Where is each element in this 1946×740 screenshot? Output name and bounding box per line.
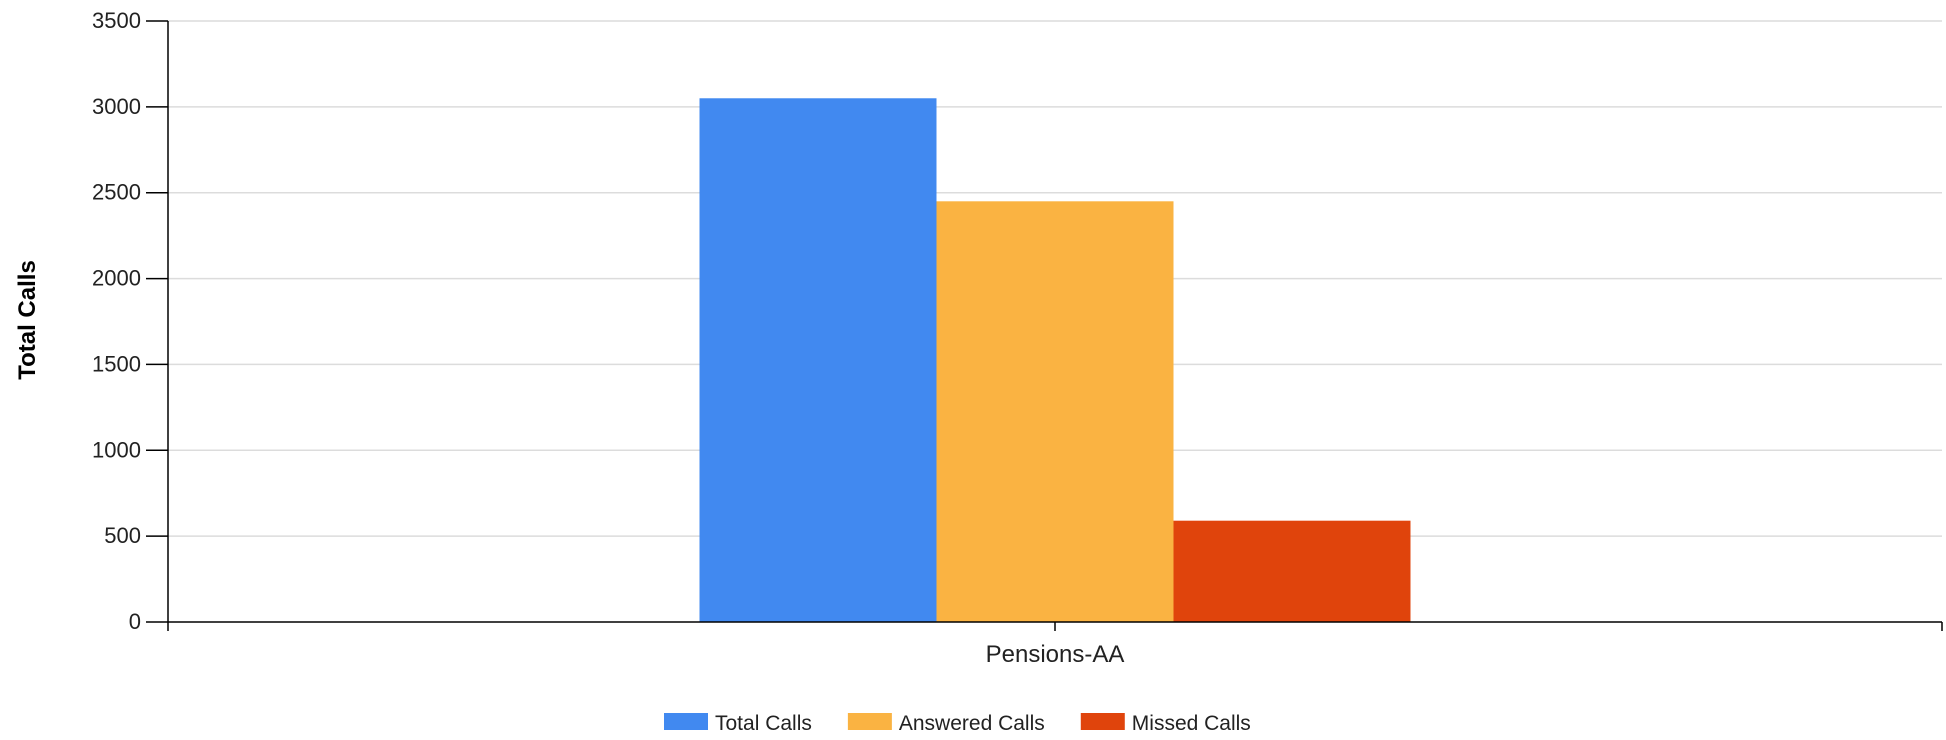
y-axis-title: Total Calls (14, 260, 41, 380)
legend-swatch-answered-calls (847, 713, 892, 730)
y-tick-label: 3500 (92, 8, 141, 33)
x-tick-label: Pensions-AA (986, 641, 1125, 668)
axes (146, 20, 1943, 631)
legend-swatch-total-calls (664, 713, 708, 730)
y-tick-label: 1000 (92, 437, 141, 462)
legend: Total Calls Answered Calls Missed Calls (664, 712, 1251, 735)
bar-total-calls (699, 98, 937, 623)
legend-label-total-calls: Total Calls (715, 712, 812, 735)
y-tick-label: 1500 (92, 351, 141, 376)
y-tick-label: 2000 (92, 266, 141, 291)
y-tick-label: 500 (104, 523, 141, 548)
bar-missed-calls (1173, 520, 1411, 622)
y-tick-label: 2500 (92, 180, 141, 205)
bars (699, 98, 1411, 623)
x-tick-labels: Pensions-AA (986, 641, 1125, 668)
bar-answered-calls (936, 201, 1174, 623)
legend-label-missed-calls: Missed Calls (1132, 712, 1251, 735)
legend-swatch-missed-calls (1080, 713, 1125, 730)
y-tick-label: 3000 (92, 94, 141, 119)
y-tick-label: 0 (129, 609, 141, 634)
y-tick-labels: 0 500 1000 1500 2000 2500 3000 3500 (92, 8, 141, 634)
legend-label-answered-calls: Answered Calls (899, 712, 1045, 735)
